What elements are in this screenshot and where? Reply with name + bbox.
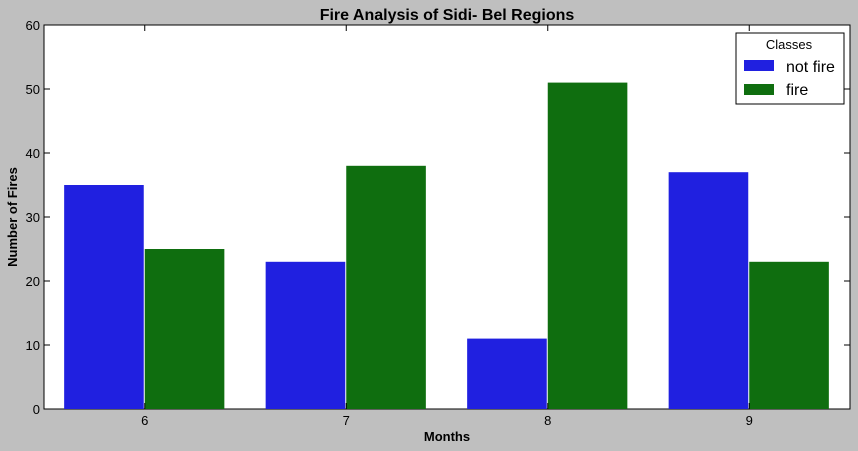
x-axis-title: Months bbox=[424, 429, 470, 444]
y-axis-title: Number of Fires bbox=[5, 167, 20, 267]
y-tick-label-60: 60 bbox=[26, 18, 40, 33]
bar-fire-9 bbox=[749, 261, 829, 409]
legend-swatch-fire bbox=[744, 84, 774, 95]
x-tick-label-7: 7 bbox=[343, 413, 350, 428]
x-tick-label-9: 9 bbox=[746, 413, 753, 428]
bar-not-fire-6 bbox=[64, 185, 144, 409]
bar-not-fire-8 bbox=[467, 338, 547, 409]
y-tick-label-10: 10 bbox=[26, 338, 40, 353]
legend-label-not-fire: not fire bbox=[786, 59, 835, 76]
legend-swatch-not-fire bbox=[744, 60, 774, 71]
legend-title: Classes bbox=[766, 37, 813, 52]
y-axis: 0 10 20 30 40 50 60 bbox=[26, 18, 850, 417]
y-tick-label-20: 20 bbox=[26, 274, 40, 289]
legend-label-fire: fire bbox=[786, 82, 808, 99]
y-tick-label-40: 40 bbox=[26, 146, 40, 161]
bar-fire-8 bbox=[547, 82, 628, 409]
chart-title: Fire Analysis of Sidi- Bel Regions bbox=[320, 7, 575, 24]
x-tick-label-8: 8 bbox=[544, 413, 551, 428]
bar-fire-6 bbox=[144, 249, 225, 409]
legend: Classes not fire fire bbox=[735, 32, 845, 105]
bar-not-fire-9 bbox=[668, 172, 749, 409]
bar-fire-7 bbox=[346, 165, 426, 409]
bar-not-fire-7 bbox=[265, 261, 346, 409]
x-tick-label-6: 6 bbox=[141, 413, 148, 428]
y-tick-label-50: 50 bbox=[26, 82, 40, 97]
bars-group bbox=[64, 82, 829, 409]
y-tick-label-0: 0 bbox=[33, 402, 40, 417]
y-tick-label-30: 30 bbox=[26, 210, 40, 225]
x-axis: 6 7 8 9 bbox=[141, 25, 753, 428]
